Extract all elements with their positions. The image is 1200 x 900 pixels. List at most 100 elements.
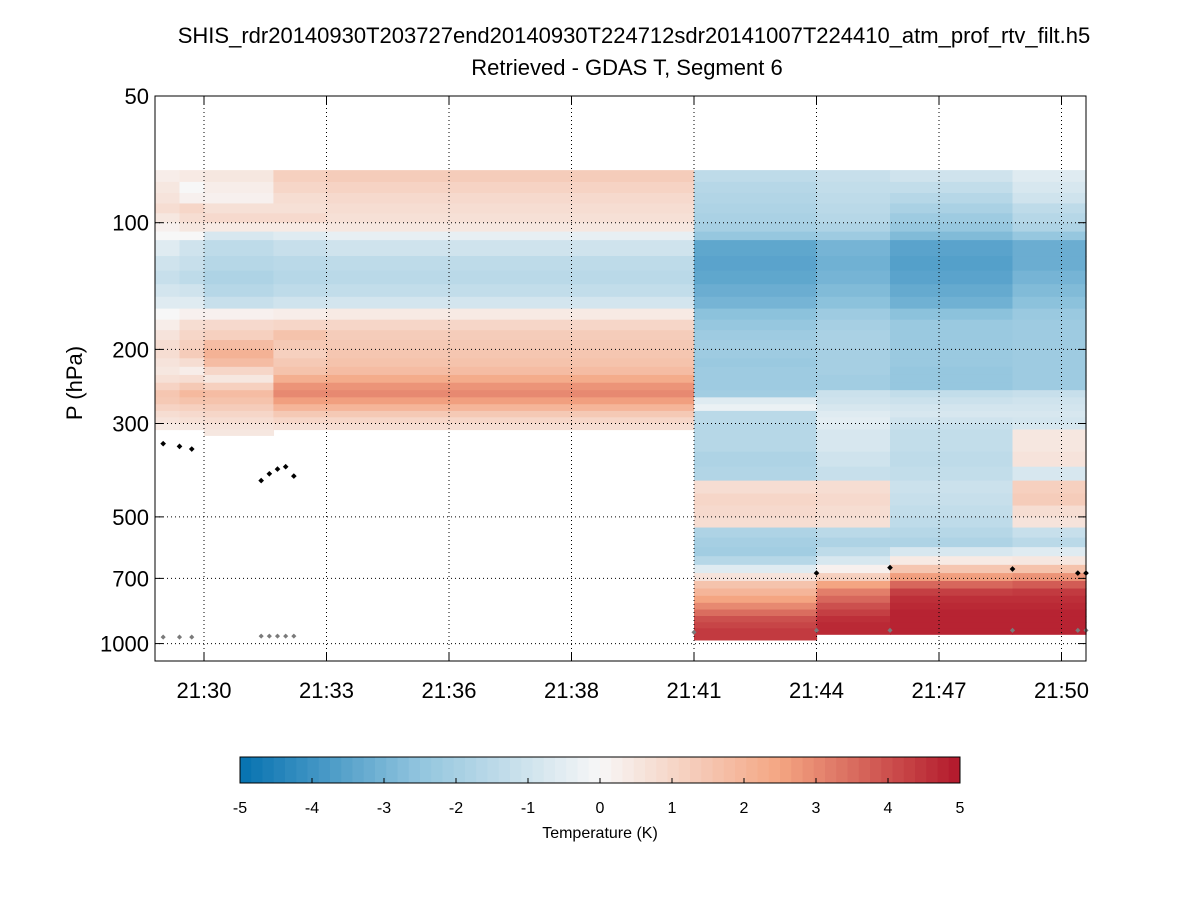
- heat-cell-c2-l25: [204, 417, 275, 425]
- heat-cell-c5-l44: [694, 609, 818, 617]
- colorbar-step-39: [678, 757, 691, 783]
- heat-cell-c5-l35: [694, 537, 818, 548]
- heat-cell-c3-l22: [273, 397, 328, 405]
- heat-cell-c6-l38: [816, 564, 891, 574]
- x-tick-label-4: 21:41: [666, 678, 721, 703]
- heat-cell-c4-l5: [326, 222, 695, 233]
- colorbar-step-21: [476, 757, 488, 783]
- cloud-top-marker-7: [291, 473, 297, 479]
- heat-cell-c6-l9: [816, 270, 891, 285]
- colorbar-step-45: [746, 757, 758, 783]
- heat-cell-c6-l11: [816, 296, 891, 310]
- heat-cell-c3-l4: [273, 213, 328, 224]
- colorbar-step-12: [375, 757, 387, 783]
- surface-marker-8: [691, 629, 697, 635]
- heat-cell-c8-l19: [1012, 374, 1087, 384]
- heat-cell-c6-l27: [816, 429, 891, 453]
- heat-cell-c0-l2: [155, 192, 181, 205]
- heat-cell-c3-l12: [273, 308, 328, 321]
- heat-cell-c7-l3: [890, 203, 1014, 214]
- heat-cell-c6-l3: [816, 203, 891, 214]
- heat-cell-c7-l45: [890, 616, 1014, 623]
- heat-cell-c8-l33: [1012, 516, 1087, 529]
- heat-cell-c5-l29: [694, 466, 818, 482]
- heat-cell-c3-l17: [273, 358, 328, 368]
- heat-cell-c5-l22: [694, 397, 818, 405]
- heat-cell-c1-l11: [179, 296, 205, 310]
- cloud-top-marker-11: [1075, 570, 1081, 576]
- heat-cell-c4-l6: [326, 231, 695, 241]
- colorbar-step-42: [712, 757, 725, 783]
- heat-cell-c6-l24: [816, 410, 891, 418]
- heat-cell-c1-l15: [179, 340, 205, 350]
- heat-cell-c6-l40: [816, 580, 891, 590]
- heat-cell-c6-l30: [816, 480, 891, 495]
- heat-cell-c5-l6: [694, 231, 818, 241]
- heat-cell-c7-l5: [890, 222, 1014, 233]
- colorbar-step-32: [600, 757, 612, 783]
- surface-marker-11: [1009, 627, 1016, 633]
- x-tick-label-3: 21:38: [544, 678, 599, 703]
- colorbar-gradient: [240, 757, 961, 783]
- heat-cell-c6-l25: [816, 417, 891, 425]
- heat-cell-c5-l32: [694, 505, 818, 518]
- heat-cell-c4-l11: [326, 296, 695, 310]
- y-axis: 50 100 200 300 500 700 1000: [100, 84, 1086, 657]
- heat-cell-c8-l24: [1012, 410, 1087, 418]
- heat-cell-c3-l19: [273, 374, 328, 384]
- colorbar-step-4: [285, 757, 297, 783]
- heat-cell-c1-l23: [179, 404, 205, 412]
- colorbar-step-3: [273, 757, 286, 783]
- heat-cell-c4-l0: [326, 170, 695, 183]
- heat-cell-c6-l20: [816, 382, 891, 391]
- heat-cell-c6-l28: [816, 451, 891, 468]
- heat-cell-c4-l4: [326, 213, 695, 224]
- colorbar-step-8: [330, 757, 342, 783]
- cloud-top-marker-0: [160, 440, 166, 447]
- colorbar-step-54: [847, 757, 860, 783]
- heat-cell-c1-l21: [179, 390, 205, 398]
- heat-cell-c8-l45: [1012, 616, 1087, 623]
- heat-cell-c4-l24: [326, 410, 695, 418]
- heat-cell-c1-l7: [179, 240, 205, 257]
- colorbar-step-58: [892, 757, 905, 783]
- heat-cell-c7-l40: [890, 580, 1014, 590]
- colorbar-step-34: [622, 757, 635, 783]
- heat-cell-c2-l24: [204, 410, 275, 418]
- colorbar-step-48: [780, 757, 792, 783]
- heat-cell-c2-l11: [204, 296, 275, 310]
- y-tick-label-3: 300: [112, 412, 149, 437]
- heat-cell-c8-l8: [1012, 256, 1087, 272]
- heat-cell-c2-l8: [204, 256, 275, 272]
- heat-cell-c5-l47: [694, 628, 818, 635]
- plot-area: 21:30 21:33 21:36 21:38 21:41 21:44 21:47 21:50…: [100, 84, 1089, 703]
- heat-cell-c4-l23: [326, 404, 695, 412]
- heat-cell-c2-l2: [204, 192, 275, 205]
- heat-cell-c7-l15: [890, 340, 1014, 350]
- heat-cell-c2-l20: [204, 382, 275, 391]
- chart-title: SHIS_rdr20140930T203727end20140930T22471…: [178, 23, 1090, 48]
- heat-cell-c3-l14: [273, 330, 328, 341]
- heat-cell-c8-l28: [1012, 451, 1087, 468]
- heat-cell-c0-l6: [155, 231, 181, 241]
- heat-cell-c6-l21: [816, 390, 891, 398]
- heat-cell-c8-l26: [1012, 423, 1087, 431]
- heat-cell-c8-l21: [1012, 390, 1087, 398]
- heat-cell-c8-l42: [1012, 595, 1087, 604]
- heat-cell-c8-l0: [1012, 170, 1087, 183]
- heat-cell-c1-l26: [179, 423, 205, 431]
- heat-cell-c0-l9: [155, 270, 181, 285]
- heat-cell-c5-l30: [694, 480, 818, 495]
- heat-cell-c6-l44: [816, 609, 891, 617]
- heat-cell-c7-l32: [890, 505, 1014, 518]
- heat-cell-c0-l20: [155, 382, 181, 391]
- colorbar-step-44: [735, 757, 747, 783]
- heat-cell-c5-l25: [694, 417, 818, 425]
- heat-cell-c1-l14: [179, 330, 205, 341]
- heat-cell-c8-l20: [1012, 382, 1087, 391]
- heat-cell-c1-l9: [179, 270, 205, 285]
- colorbar-step-60: [915, 757, 927, 783]
- heat-cell-c8-l2: [1012, 192, 1087, 205]
- heat-cell-c6-l29: [816, 466, 891, 482]
- colorbar-step-57: [881, 757, 893, 783]
